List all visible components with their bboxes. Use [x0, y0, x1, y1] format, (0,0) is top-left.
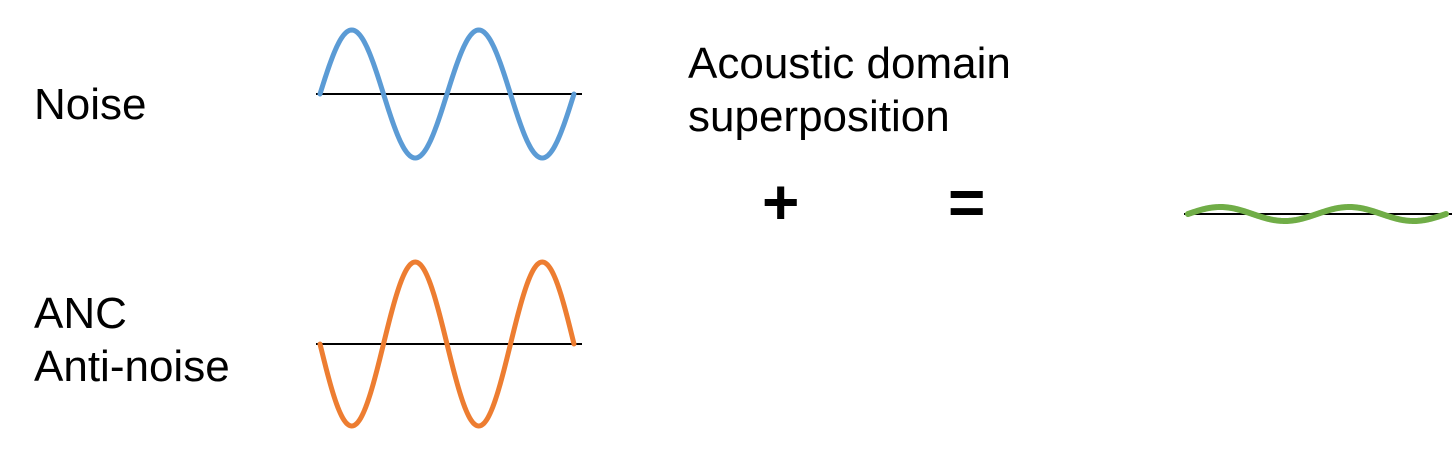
residual-wave: [1185, 203, 1449, 225]
anc-label: ANC Anti-noise: [34, 288, 230, 394]
superposition-label-line2: superposition: [688, 91, 950, 141]
equals-sign: =: [948, 166, 986, 238]
noise-label: Noise: [34, 80, 147, 129]
anc-label-line2: Anti-noise: [34, 341, 230, 391]
plus-sign: +: [762, 166, 800, 238]
anti-noise-wave: [317, 259, 577, 429]
anc-label-line1: ANC: [34, 289, 127, 338]
noise-wave: [317, 27, 577, 161]
superposition-label: Acoustic domain superposition: [688, 38, 1011, 144]
superposition-label-line1: Acoustic domain: [688, 39, 1011, 88]
